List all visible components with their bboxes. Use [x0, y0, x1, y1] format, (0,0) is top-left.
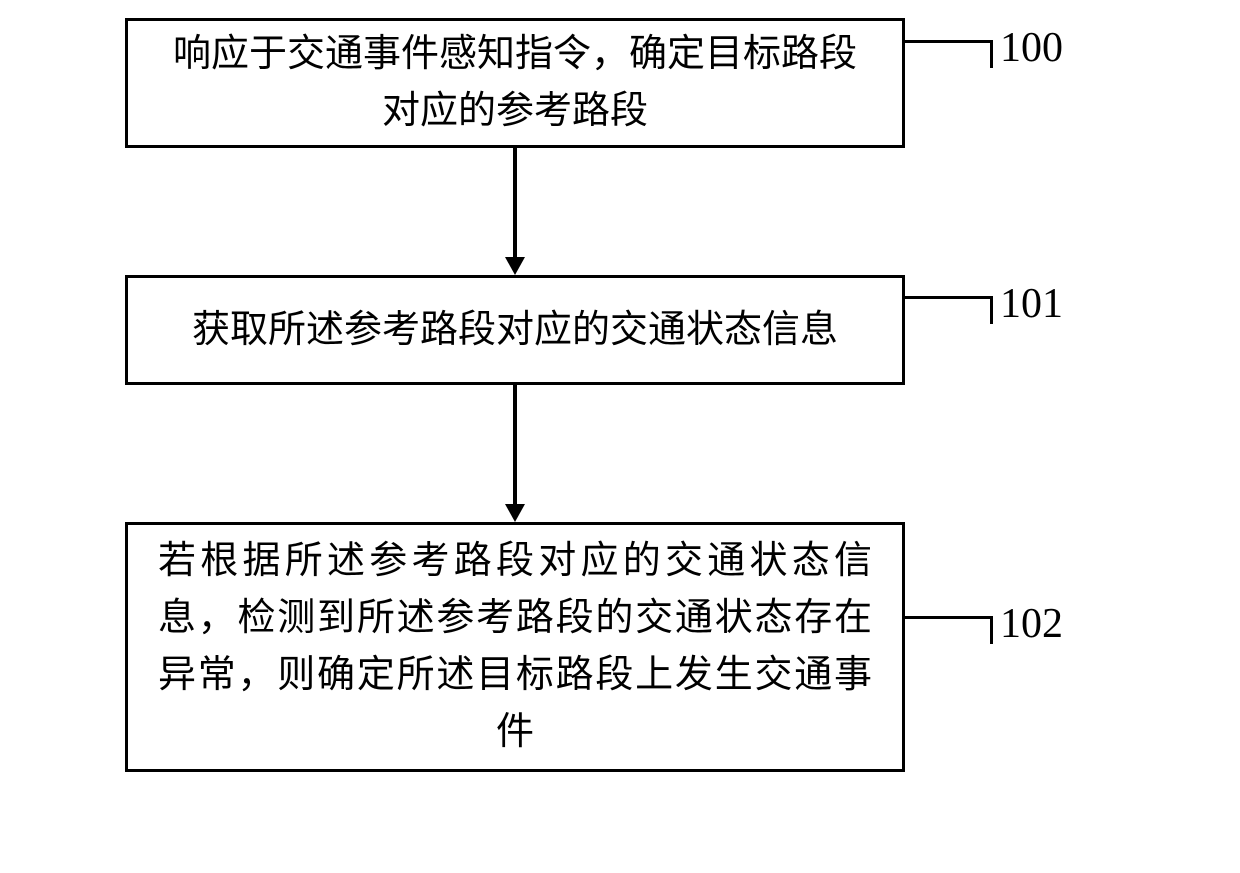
flow-step-100-label: 100	[1000, 24, 1063, 72]
arrow-2-head	[505, 504, 525, 522]
flow-step-100: 响应于交通事件感知指令，确定目标路段对应的参考路段	[125, 18, 905, 148]
flow-step-101: 获取所述参考路段对应的交通状态信息	[125, 275, 905, 385]
flow-step-101-label: 101	[1000, 280, 1063, 328]
label-connector-100	[905, 40, 993, 68]
arrow-1-head	[505, 257, 525, 275]
flow-step-102-text: 若根据所述参考路段对应的交通状态信息，检测到所述参考路段的交通状态存在异常，则确…	[158, 533, 872, 761]
label-connector-101	[905, 296, 993, 324]
arrow-1-line	[513, 148, 517, 257]
flowchart-container: 响应于交通事件感知指令，确定目标路段对应的参考路段 100 获取所述参考路段对应…	[0, 0, 1240, 873]
flow-step-102: 若根据所述参考路段对应的交通状态信息，检测到所述参考路段的交通状态存在异常，则确…	[125, 522, 905, 772]
flow-step-101-text: 获取所述参考路段对应的交通状态信息	[192, 302, 838, 359]
label-connector-102	[905, 616, 993, 644]
arrow-2-line	[513, 385, 517, 504]
flow-step-100-text: 响应于交通事件感知指令，确定目标路段对应的参考路段	[158, 26, 872, 140]
flow-step-102-label: 102	[1000, 600, 1063, 648]
